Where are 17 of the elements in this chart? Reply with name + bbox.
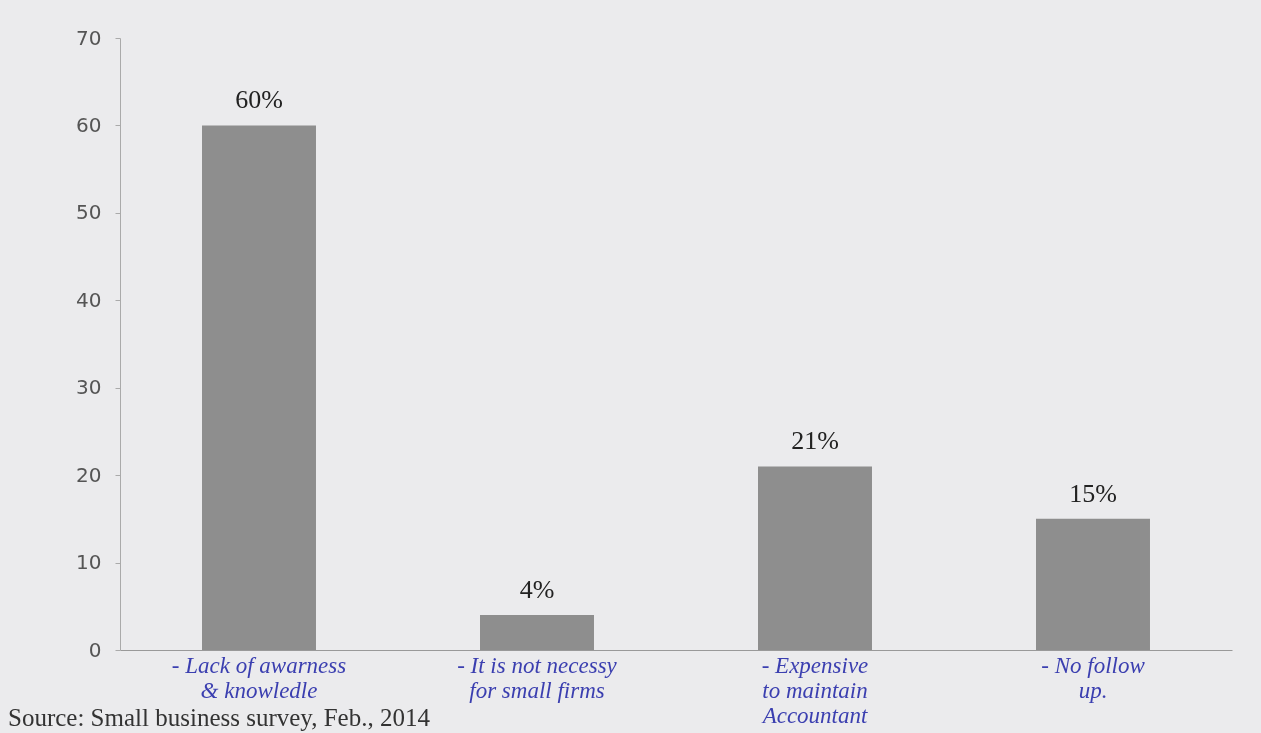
data-label: 15% [1069,478,1117,508]
y-tick-label: 10 [76,550,102,575]
y-tick-label: 50 [76,200,102,225]
source-note: Source: Small business survey, Feb., 2014 [8,704,431,731]
x-tick-label: - Expensive to maintain Accountant [760,652,869,728]
x-tick-label: - It is not necessy for small firms [457,652,618,703]
x-tick-label: - Lack of awarness & knowledle [171,652,347,703]
x-tick-label: - No follow up. [1041,652,1146,703]
y-tick-label: 30 [76,375,102,400]
y-tick-label: 40 [76,287,102,312]
y-tick-label: 0 [88,637,102,662]
data-label: 21% [791,426,839,456]
data-label: 4% [519,575,555,605]
y-tick-label: 20 [76,462,102,487]
y-tick-label: 60 [76,112,102,137]
data-label: 60% [235,85,283,115]
y-tick-label: 70 [76,25,102,50]
